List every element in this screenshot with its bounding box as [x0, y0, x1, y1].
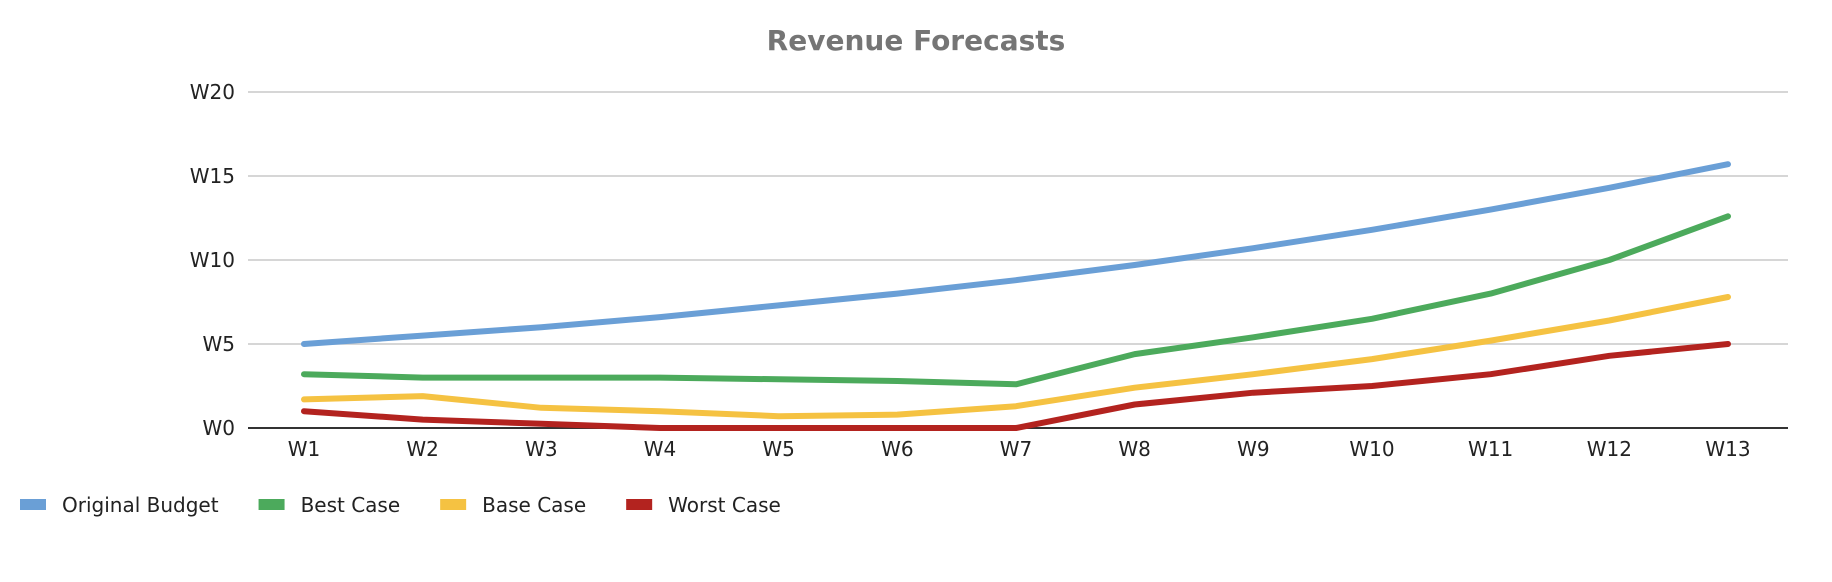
legend-swatch — [440, 499, 467, 510]
y-tick-label: W5 — [203, 332, 236, 356]
x-tick-label: W5 — [762, 437, 795, 461]
legend-label: Base Case — [482, 493, 586, 517]
x-tick-label: W4 — [644, 437, 677, 461]
legend-label: Original Budget — [62, 493, 219, 517]
x-tick-label: W9 — [1237, 437, 1270, 461]
legend: Original Budget Best Case Base Case Worst C… — [20, 493, 781, 517]
legend-item: Worst Case — [626, 493, 781, 517]
x-tick-label: W10 — [1349, 437, 1394, 461]
x-tick-label: W8 — [1118, 437, 1151, 461]
legend-swatch — [20, 499, 46, 510]
legend-swatch — [626, 499, 653, 510]
x-tick-label: W2 — [406, 437, 439, 461]
y-tick-label: W0 — [203, 416, 236, 440]
y-tick-label: W20 — [190, 80, 235, 104]
series-line-worst-case — [301, 341, 1731, 431]
legend-swatch — [258, 499, 285, 510]
x-tick-label: W11 — [1468, 437, 1513, 461]
legend-item: Original Budget — [20, 493, 219, 517]
series-line-original-budget — [301, 161, 1731, 347]
legend-item: Best Case — [258, 493, 401, 517]
x-axis-ticks: W1 W2 W3 W4 W5 W6 W7 W8 W9 W10 W11 W12 W13 — [288, 437, 1751, 461]
legend-item: Base Case — [440, 493, 586, 517]
x-tick-label: W1 — [288, 437, 321, 461]
legend-label: Best Case — [301, 493, 401, 517]
y-tick-label: W15 — [190, 164, 235, 188]
x-tick-label: W6 — [881, 437, 914, 461]
series-line-best-case — [301, 213, 1731, 388]
x-tick-label: W7 — [1000, 437, 1033, 461]
x-tick-label: W12 — [1587, 437, 1632, 461]
x-tick-label: W13 — [1705, 437, 1750, 461]
y-axis-ticks: W0 W5 W10 W15 W20 — [190, 80, 235, 440]
legend-label: Worst Case — [668, 493, 781, 517]
y-tick-label: W10 — [190, 248, 235, 272]
chart-title: Revenue Forecasts — [767, 24, 1066, 57]
series-line-base-case — [301, 294, 1731, 420]
series-lines — [301, 161, 1731, 431]
x-tick-label: W3 — [525, 437, 558, 461]
